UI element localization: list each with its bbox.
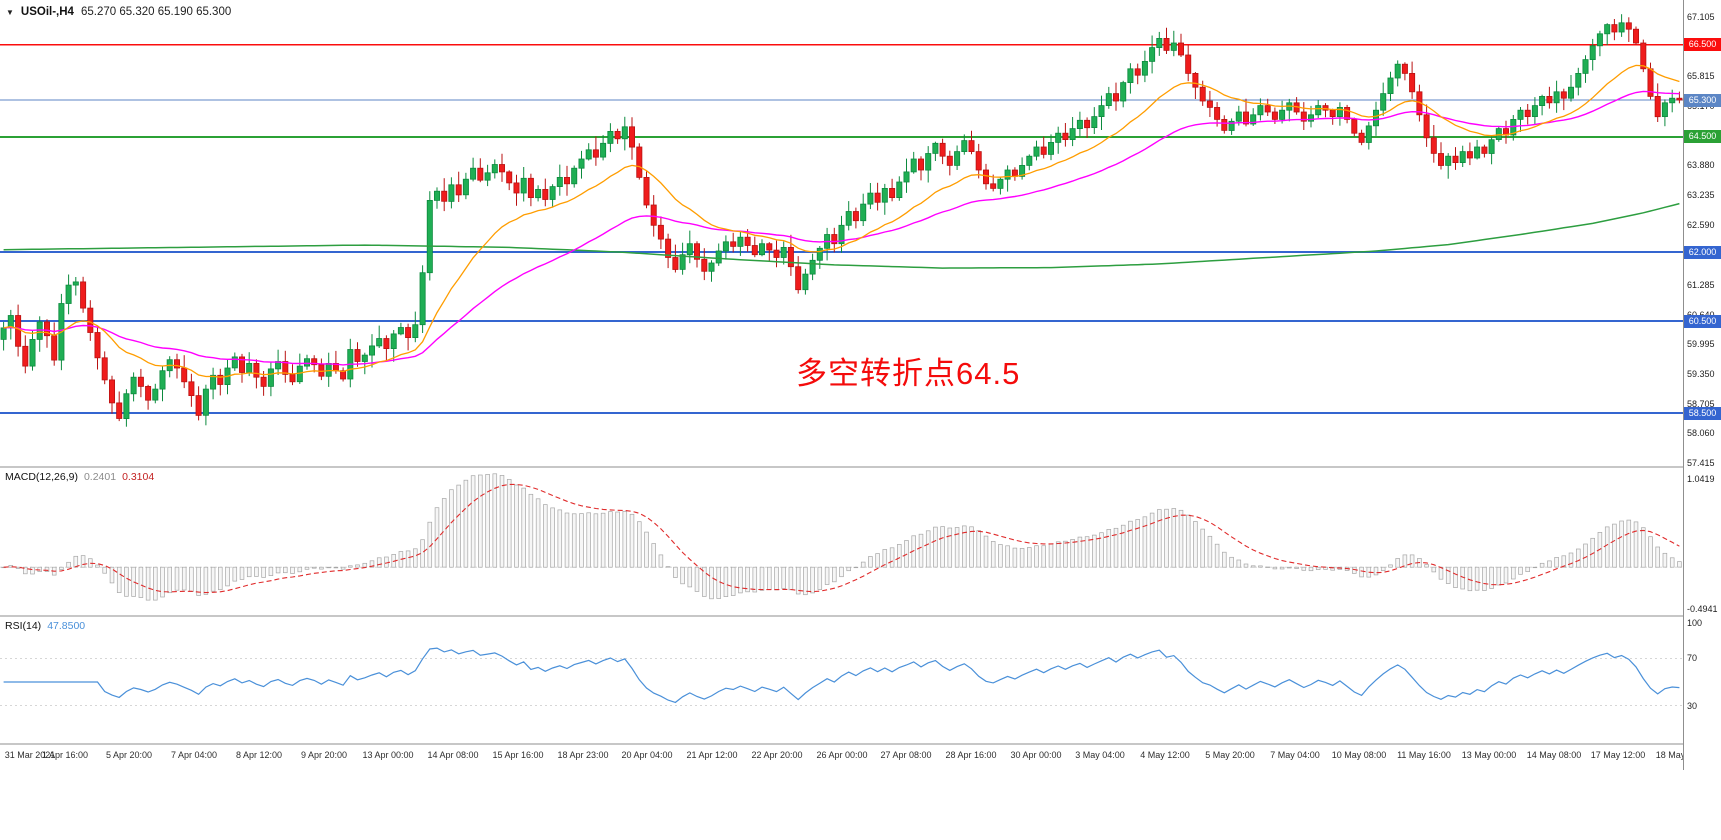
rsi-tick-label: 30 <box>1687 700 1698 711</box>
price-tick-label: 63.235 <box>1687 190 1715 201</box>
time-tick-label: 5 May 20:00 <box>1205 750 1255 760</box>
ohlc-quote: 65.270 65.320 65.190 65.300 <box>80 6 232 18</box>
rsi-value: 47.8500 <box>47 620 86 632</box>
rsi-tick-label: 70 <box>1687 653 1698 664</box>
price-level-badge: 64.500 <box>1684 130 1721 144</box>
time-tick-label: 18 Apr 23:00 <box>557 750 609 760</box>
time-tick-label: 1 Apr 16:00 <box>41 750 89 760</box>
time-tick-label: 31 Mar 2021 <box>4 750 56 760</box>
time-tick-label: 3 May 04:00 <box>1075 750 1125 760</box>
time-tick-label: 17 May 12:00 <box>1590 750 1646 760</box>
rsi-axis: 100 70 30 <box>1684 616 1721 744</box>
macd-indicator-label: MACD(12,26,9) 0.2401 0.3104 <box>5 471 154 483</box>
price-chart-canvas[interactable] <box>0 0 1683 770</box>
time-tick-label: 20 Apr 04:00 <box>621 750 673 760</box>
rsi-name: RSI(14) <box>5 620 42 632</box>
macd-value-signal: 0.3104 <box>122 471 155 483</box>
price-tick-label: 61.285 <box>1687 279 1715 290</box>
macd-value-main: 0.2401 <box>83 471 117 483</box>
price-tick-label: 57.415 <box>1687 458 1715 468</box>
time-axis[interactable]: 31 Mar 2021 1 Apr 16:00 5 Apr 20:00 7 Apr 0… <box>0 750 1683 766</box>
rsi-tick-label: 100 <box>1687 618 1703 628</box>
price-tick-label: 63.880 <box>1687 160 1715 171</box>
time-tick-label: 18 May 22:00 <box>1655 750 1683 760</box>
axis-divider <box>1683 0 1684 770</box>
time-tick-label: 13 Apr 00:00 <box>362 750 414 760</box>
time-tick-label: 30 Apr 00:00 <box>1010 750 1062 760</box>
price-level-badge: 62.000 <box>1684 245 1721 259</box>
chart-annotation-text: 多空转折点64.5 <box>796 356 1021 391</box>
symbol-period-label: USOil-,H4 <box>20 6 74 18</box>
macd-tick-label: 1.0419 <box>1687 474 1715 484</box>
time-tick-label: 7 May 04:00 <box>1270 750 1320 760</box>
symbol-dropdown-icon[interactable]: ▼ <box>6 7 14 17</box>
macd-name: MACD(12,26,9) <box>5 471 78 483</box>
price-tick-label: 59.995 <box>1687 339 1715 350</box>
time-tick-label: 21 Apr 12:00 <box>686 750 738 760</box>
time-tick-label: 15 Apr 16:00 <box>492 750 544 760</box>
time-tick-label: 11 May 16:00 <box>1397 750 1451 760</box>
time-tick-label: 9 Apr 20:00 <box>300 750 348 760</box>
time-tick-label: 28 Apr 16:00 <box>945 750 997 760</box>
macd-tick-label: -0.4941 <box>1687 604 1718 614</box>
time-tick-label: 7 Apr 04:00 <box>170 750 218 760</box>
price-level-badge: 66.500 <box>1684 38 1721 52</box>
price-tick-label: 58.705 <box>1687 398 1715 409</box>
time-tick-label: 22 Apr 20:00 <box>751 750 803 760</box>
chart-title: ▼ USOil-,H4 65.270 65.320 65.190 65.300 <box>6 6 231 18</box>
time-tick-label: 27 Apr 08:00 <box>880 750 932 760</box>
time-tick-label: 14 Apr 08:00 <box>427 750 479 760</box>
time-tick-label: 5 Apr 20:00 <box>105 750 153 760</box>
price-tick-label: 62.590 <box>1687 219 1715 230</box>
price-level-badge: 65.300 <box>1684 93 1721 107</box>
price-tick-label: 58.060 <box>1687 428 1715 439</box>
time-tick-label: 26 Apr 00:00 <box>816 750 868 760</box>
rsi-indicator-label: RSI(14) 47.8500 <box>5 620 85 632</box>
price-axis[interactable]: 67.10565.81565.17063.88063.23562.59061.2… <box>1684 0 1721 468</box>
macd-axis: 1.0419 -0.4941 <box>1684 467 1721 616</box>
time-tick-label: 14 May 08:00 <box>1526 750 1582 760</box>
price-tick-label: 59.350 <box>1687 368 1715 379</box>
time-tick-label: 4 May 12:00 <box>1140 750 1190 760</box>
time-tick-label: 13 May 00:00 <box>1461 750 1517 760</box>
price-level-badge: 58.500 <box>1684 406 1721 420</box>
price-tick-label: 65.815 <box>1687 71 1715 82</box>
time-tick-label: 8 Apr 12:00 <box>235 750 283 760</box>
price-tick-label: 67.105 <box>1687 12 1715 22</box>
time-tick-label: 10 May 08:00 <box>1331 750 1387 760</box>
price-level-badge: 60.500 <box>1684 314 1721 328</box>
